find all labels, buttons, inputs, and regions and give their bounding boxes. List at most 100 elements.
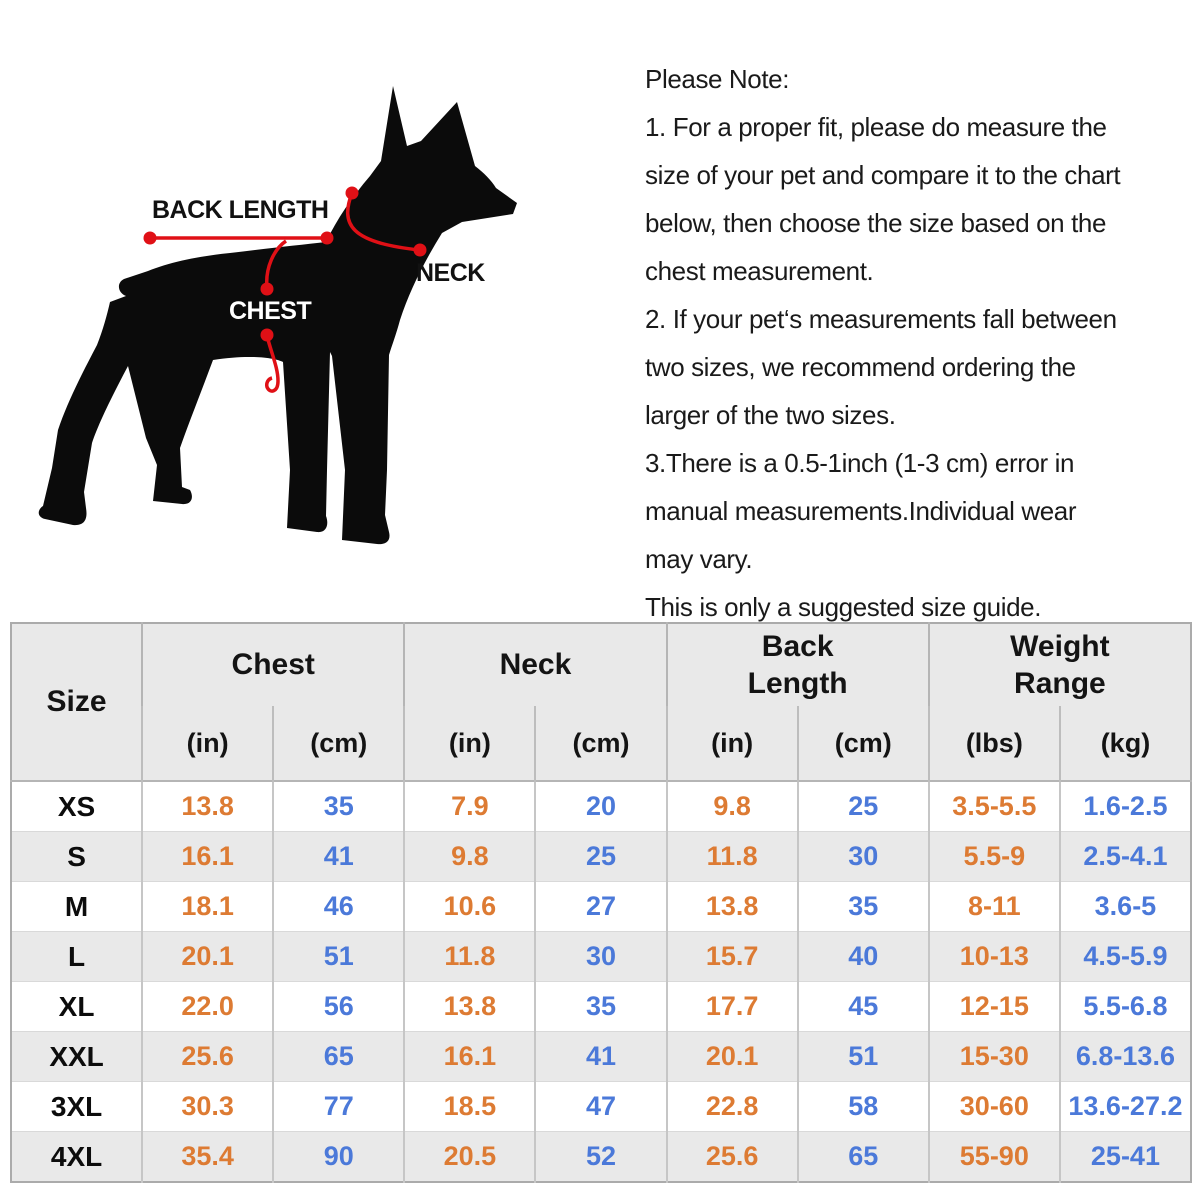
cell-back-cm: 51 xyxy=(796,1031,929,1082)
cell-chest-in: 30.3 xyxy=(141,1081,274,1132)
neck-measure-line xyxy=(345,192,421,252)
note-line: 2. If your pet‘s measurements fall betwe… xyxy=(645,304,1117,334)
cell-chest-in: 25.6 xyxy=(141,1031,274,1082)
row-xl: XL 22.0 56 13.8 35 17.7 45 12-15 5.5-6.8 xyxy=(11,981,1191,1032)
chest-measure-line-bottom xyxy=(265,335,280,393)
cell-chest-cm: 77 xyxy=(272,1081,405,1132)
header-group-row: Size Chest Neck Back Length Weight Range xyxy=(11,623,1191,781)
cell-neck-in: 16.1 xyxy=(403,1031,536,1082)
cell-size: M xyxy=(11,881,143,932)
cell-chest-cm: 41 xyxy=(272,831,405,882)
header-chest: Chest xyxy=(141,623,405,706)
cell-neck-cm: 41 xyxy=(534,1031,667,1082)
measure-endpoint-dots xyxy=(143,186,427,342)
cell-neck-in: 13.8 xyxy=(403,981,536,1032)
unit-weight-lbs: (lbs) xyxy=(927,706,1060,781)
note-line: 1. For a proper fit, please do measure t… xyxy=(645,112,1107,142)
cell-neck-in: 9.8 xyxy=(403,831,536,882)
note-line: 3.There is a 0.5-1inch (1-3 cm) error in xyxy=(645,448,1075,478)
dog-measurement-graphic xyxy=(38,86,518,545)
cell-weight-kg: 13.6-27.2 xyxy=(1058,1081,1191,1132)
note-line: manual measurements.Individual wear xyxy=(645,496,1077,526)
cell-size: 3XL xyxy=(11,1081,143,1132)
cell-size: XL xyxy=(11,981,143,1032)
cell-back-cm: 25 xyxy=(796,780,929,832)
cell-chest-cm: 90 xyxy=(272,1131,405,1182)
header-size: Size xyxy=(11,623,143,781)
header-back-length: Back Length xyxy=(665,623,929,706)
cell-neck-in: 7.9 xyxy=(403,780,536,832)
notes-title: Please Note: xyxy=(645,64,790,94)
dog-silhouette xyxy=(38,86,518,545)
row-s: S 16.1 41 9.8 25 11.8 30 5.5-9 2.5-4.1 xyxy=(11,831,1191,882)
cell-size: L xyxy=(11,931,143,982)
cell-weight-lbs: 8-11 xyxy=(927,881,1060,932)
cell-weight-kg: 2.5-4.1 xyxy=(1058,831,1191,882)
measurement-diagram: BACK LENGTH NECK CHEST xyxy=(0,0,620,600)
cell-weight-lbs: 3.5-5.5 xyxy=(927,780,1060,832)
cell-neck-cm: 47 xyxy=(534,1081,667,1132)
cell-neck-cm: 52 xyxy=(534,1131,667,1182)
cell-chest-in: 35.4 xyxy=(141,1131,274,1182)
cell-neck-in: 20.5 xyxy=(403,1131,536,1182)
cell-neck-cm: 30 xyxy=(534,931,667,982)
cell-neck-cm: 20 xyxy=(534,780,667,832)
notes-section: Please Note: 1. For a proper fit, please… xyxy=(645,55,1121,631)
header-units-row: (in) (cm) (in) (cm) (in) (cm) (lbs) (kg) xyxy=(11,706,1191,781)
cell-back-cm: 58 xyxy=(796,1081,929,1132)
header-weight-range: Weight Range xyxy=(927,623,1191,706)
note-line: may vary. xyxy=(645,544,753,574)
cell-back-in: 22.8 xyxy=(665,1081,798,1132)
cell-neck-cm: 27 xyxy=(534,881,667,932)
cell-size: XXL xyxy=(11,1031,143,1082)
unit-chest-cm: (cm) xyxy=(272,706,405,781)
cell-weight-kg: 5.5-6.8 xyxy=(1058,981,1191,1032)
cell-neck-cm: 25 xyxy=(534,831,667,882)
note-line: below, then choose the size based on the xyxy=(645,208,1107,238)
cell-weight-kg: 6.8-13.6 xyxy=(1058,1031,1191,1082)
cell-back-cm: 65 xyxy=(796,1131,929,1182)
cell-back-in: 9.8 xyxy=(665,780,798,832)
cell-chest-cm: 35 xyxy=(272,780,405,832)
cell-chest-in: 22.0 xyxy=(141,981,274,1032)
cell-chest-cm: 46 xyxy=(272,881,405,932)
cell-weight-lbs: 5.5-9 xyxy=(927,831,1060,882)
cell-back-cm: 30 xyxy=(796,831,929,882)
cell-weight-kg: 25-41 xyxy=(1058,1131,1191,1182)
cell-weight-kg: 4.5-5.9 xyxy=(1058,931,1191,982)
cell-neck-in: 11.8 xyxy=(403,931,536,982)
cell-back-in: 11.8 xyxy=(665,831,798,882)
cell-chest-in: 13.8 xyxy=(141,780,274,832)
cell-back-in: 25.6 xyxy=(665,1131,798,1182)
cell-chest-cm: 56 xyxy=(272,981,405,1032)
note-line: chest measurement. xyxy=(645,256,874,286)
cell-chest-cm: 65 xyxy=(272,1031,405,1082)
unit-chest-in: (in) xyxy=(141,706,274,781)
unit-back-in: (in) xyxy=(665,706,798,781)
cell-weight-lbs: 15-30 xyxy=(927,1031,1060,1082)
cell-back-cm: 35 xyxy=(796,881,929,932)
cell-weight-lbs: 12-15 xyxy=(927,981,1060,1032)
unit-neck-cm: (cm) xyxy=(534,706,667,781)
cell-size: S xyxy=(11,831,143,882)
cell-back-cm: 45 xyxy=(796,981,929,1032)
cell-chest-in: 18.1 xyxy=(141,881,274,932)
chest-label: CHEST xyxy=(229,297,312,325)
unit-weight-kg: (kg) xyxy=(1058,706,1191,781)
cell-back-in: 15.7 xyxy=(665,931,798,982)
row-3xl: 3XL 30.3 77 18.5 47 22.8 58 30-60 13.6-2… xyxy=(11,1081,1191,1132)
cell-size: XS xyxy=(11,780,143,832)
cell-weight-kg: 1.6-2.5 xyxy=(1058,780,1191,832)
row-l: L 20.1 51 11.8 30 15.7 40 10-13 4.5-5.9 xyxy=(11,931,1191,982)
cell-neck-in: 18.5 xyxy=(403,1081,536,1132)
cell-neck-cm: 35 xyxy=(534,981,667,1032)
cell-chest-in: 20.1 xyxy=(141,931,274,982)
note-line: two sizes, we recommend ordering the xyxy=(645,352,1076,382)
neck-label: NECK xyxy=(416,259,485,287)
cell-weight-kg: 3.6-5 xyxy=(1058,881,1191,932)
cell-back-in: 13.8 xyxy=(665,881,798,932)
unit-neck-in: (in) xyxy=(403,706,536,781)
row-xxl: XXL 25.6 65 16.1 41 20.1 51 15-30 6.8-13… xyxy=(11,1031,1191,1082)
cell-weight-lbs: 10-13 xyxy=(927,931,1060,982)
